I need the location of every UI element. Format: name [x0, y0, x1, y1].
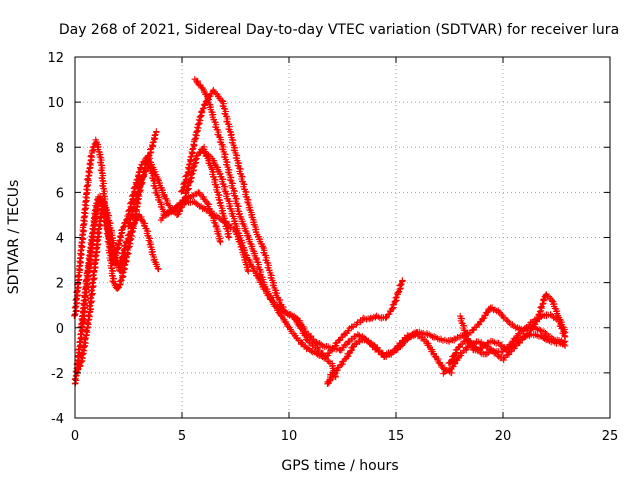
data-series — [71, 76, 569, 387]
y-tick-label: 0 — [56, 322, 64, 337]
chart-title: Day 268 of 2021, Sidereal Day-to-day VTE… — [59, 22, 619, 38]
series-markers — [200, 148, 455, 377]
series-markers — [457, 312, 569, 354]
series-track — [200, 148, 455, 377]
axes: 0 5 10 15 20 25 -4 -2 0 2 4 6 8 10 12 — [47, 51, 618, 444]
x-tick-label: 5 — [178, 429, 186, 444]
y-tick-label: -4 — [51, 412, 64, 427]
series-track — [392, 304, 569, 352]
x-tick-label: 15 — [388, 429, 405, 444]
y-tick-label: -2 — [51, 367, 64, 382]
series-track — [457, 312, 569, 354]
y-tick-label: 10 — [47, 96, 64, 111]
series-markers — [392, 304, 569, 352]
x-tick-label: 25 — [602, 429, 619, 444]
y-tick-label: 4 — [56, 232, 64, 247]
x-axis-label: GPS time / hours — [281, 458, 398, 474]
x-tick-label: 0 — [71, 429, 79, 444]
x-tick-label: 10 — [281, 429, 298, 444]
y-tick-label: 2 — [56, 277, 64, 292]
y-axis-label: SDTVAR / TECUs — [6, 180, 22, 295]
y-tick-label: 6 — [56, 186, 64, 201]
y-tick-label: 8 — [56, 141, 64, 156]
x-tick-label: 20 — [495, 429, 512, 444]
y-tick-label: 12 — [47, 51, 64, 66]
